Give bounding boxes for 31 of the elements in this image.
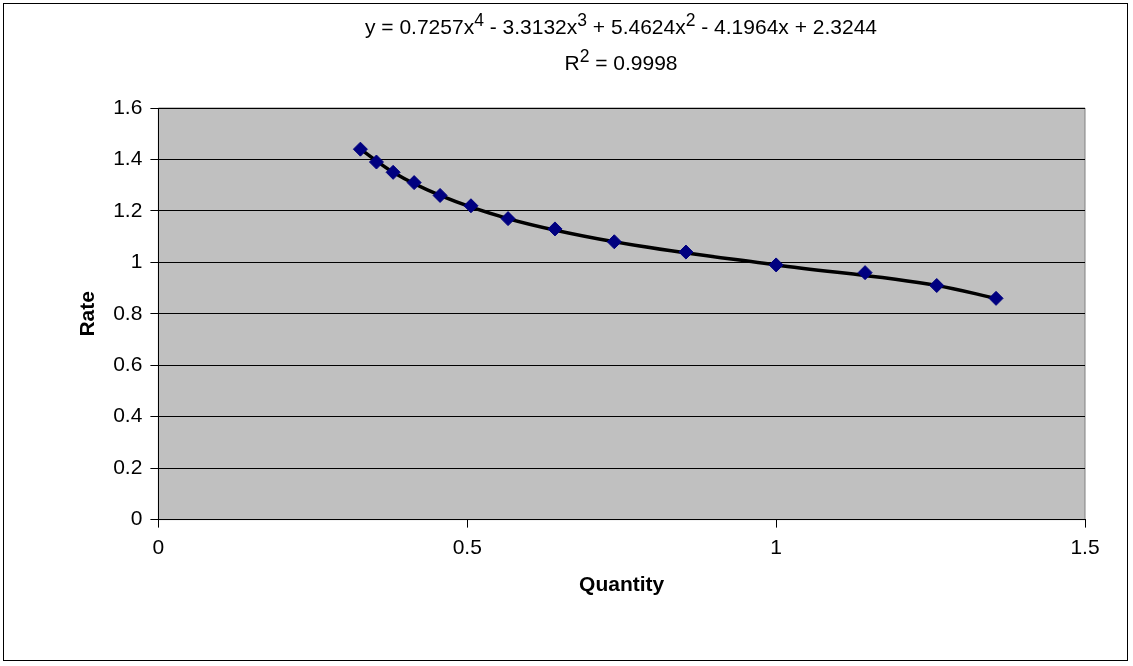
point bbox=[768, 257, 784, 273]
y-tick-label: 0.2 bbox=[113, 454, 143, 478]
point bbox=[385, 164, 401, 180]
y-tick-label: 0.8 bbox=[113, 300, 143, 324]
x-tick-label: 0.5 bbox=[452, 535, 482, 558]
point bbox=[988, 290, 1004, 306]
point bbox=[463, 198, 479, 214]
y-axis-title: Rate bbox=[75, 291, 99, 337]
x-axis-title: Quantity bbox=[579, 572, 665, 596]
y-tick-label: 1.4 bbox=[113, 146, 143, 170]
point bbox=[352, 141, 368, 157]
point bbox=[857, 265, 873, 281]
y-tick-label: 0 bbox=[130, 506, 143, 530]
point bbox=[678, 244, 694, 260]
point bbox=[500, 211, 516, 227]
point bbox=[368, 154, 384, 170]
point bbox=[432, 187, 448, 203]
y-tick-label: 0.6 bbox=[113, 352, 143, 376]
point bbox=[547, 221, 563, 237]
x-tick-label: 0 bbox=[152, 535, 165, 558]
point bbox=[929, 278, 945, 293]
chart-subtitle: R$^{2}$ = 0.9998 bbox=[563, 46, 679, 75]
point bbox=[606, 234, 622, 250]
x-tick-label: 1.5 bbox=[1070, 535, 1100, 558]
y-tick-label: 0.4 bbox=[113, 403, 143, 427]
y-tick-label: 1.6 bbox=[113, 94, 143, 118]
point bbox=[406, 175, 422, 191]
x-tick-label: 1 bbox=[770, 535, 782, 558]
chart-title: y = 0.7257x$^{4}$ - 3.3132x$^{3}$ + 5.4624x$^{2}$ - 4.1964x + 2.3244 bbox=[364, 10, 878, 39]
y-tick-label: 1.2 bbox=[113, 197, 143, 221]
y-tick-label: 1 bbox=[130, 249, 143, 273]
